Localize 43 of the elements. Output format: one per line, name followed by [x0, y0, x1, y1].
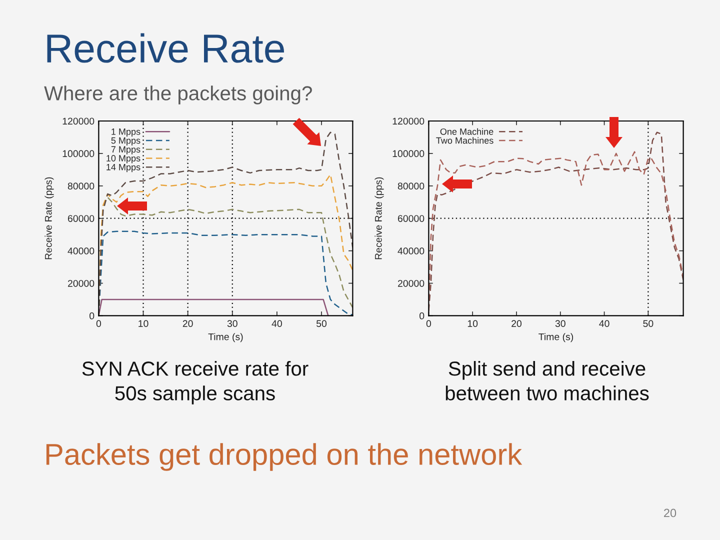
legend-label: 1 Mpps — [112, 128, 140, 137]
y-axis-title: Receive Rate (pps) — [44, 177, 54, 260]
x-tick-label: 50 — [316, 320, 327, 328]
y-axis-title: Receive Rate (pps) — [374, 177, 384, 260]
text: Packets get dropped on the network — [46, 443, 522, 471]
x-tick-label: 10 — [468, 320, 478, 328]
y-tick-label: 60000 — [398, 215, 424, 222]
x-tick-label: 40 — [599, 320, 610, 328]
y-tick-label: 20000 — [68, 280, 94, 287]
text: 20 — [664, 508, 676, 518]
y-tick-label: 100000 — [62, 150, 94, 158]
y-tick-label: 40000 — [68, 248, 94, 254]
legend-label: 10 Mpps — [106, 155, 140, 164]
x-tick-label: 30 — [227, 320, 238, 328]
text: Split send and receive between two machines — [446, 361, 649, 400]
x-tick-label: 50 — [643, 320, 654, 328]
y-tick-label: 120000 — [62, 118, 94, 125]
y-tick-label: 100000 — [392, 150, 424, 158]
x-tick-label: 20 — [182, 320, 193, 328]
y-tick-label: 120000 — [392, 118, 424, 125]
y-tick-label: 0 — [420, 312, 424, 320]
x-tick-label: 0 — [96, 320, 102, 328]
legend-label: 14 Mpps — [106, 164, 140, 172]
legend-label: Two Machines — [436, 137, 494, 144]
y-tick-label: 0 — [90, 312, 94, 320]
x-tick-label: 10 — [138, 320, 148, 328]
x-tick-label: 30 — [555, 320, 566, 328]
chart-subtitle: Where are the packets going? — [44, 86, 312, 104]
x-tick-label: 40 — [272, 320, 282, 328]
chart-title: Receive Rate — [47, 33, 284, 63]
y-tick-label: 40000 — [398, 248, 424, 254]
legend-label: 7 Mpps — [111, 146, 140, 154]
y-tick-label: 20000 — [398, 280, 424, 287]
y-tick-label: 80000 — [68, 182, 94, 190]
text: SYN ACK receive rate for 50s sample scans — [82, 361, 308, 404]
legend-label: One Machine — [440, 128, 494, 135]
y-tick-label: 80000 — [398, 182, 424, 190]
y-tick-label: 60000 — [68, 215, 94, 222]
x-axis-title: Time (s) — [208, 333, 243, 342]
x-tick-label: 0 — [426, 320, 432, 328]
legend-label: 5 Mpps — [111, 137, 140, 146]
x-tick-label: 20 — [512, 320, 522, 328]
x-axis-title: Time (s) — [538, 333, 574, 342]
